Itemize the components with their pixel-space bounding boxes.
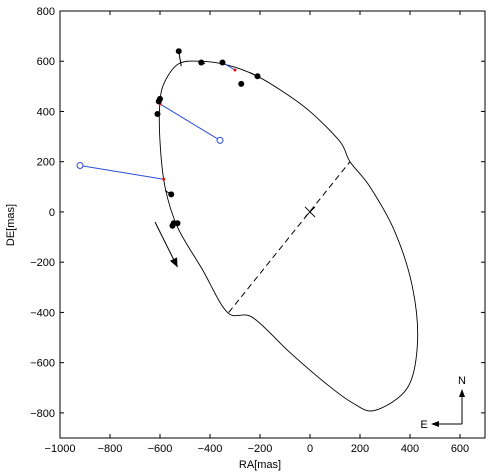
compass-east-label: E — [420, 419, 427, 431]
y-tick-label: −600 — [30, 358, 55, 370]
observation-point — [168, 191, 175, 198]
nodes-dashed-line — [228, 161, 351, 313]
line-of-nodes — [228, 161, 351, 313]
observation-point — [155, 98, 162, 105]
x-axis-label: RA[mas] — [239, 459, 281, 471]
x-tick-label: 600 — [451, 443, 469, 455]
observation-point — [154, 110, 161, 117]
x-tick-label: 0 — [307, 443, 313, 455]
plot-frame — [59, 10, 486, 439]
open-observation-point — [216, 136, 224, 144]
residual-line-blue — [79, 164, 164, 180]
x-tick-label: 400 — [401, 443, 419, 455]
observation-point — [219, 59, 226, 66]
orbit-curve — [158, 60, 419, 412]
y-tick-label: 200 — [37, 157, 55, 169]
x-tick-label: −1000 — [45, 443, 76, 455]
compass-north-label: N — [458, 375, 466, 387]
compass: N E — [420, 375, 466, 431]
compass-east-arrowhead-icon — [431, 421, 439, 427]
observation-points — [76, 48, 261, 229]
orbit-position-marker — [162, 177, 166, 181]
y-tick-label: 800 — [37, 6, 55, 18]
observation-point — [175, 48, 182, 55]
x-tick-label: −800 — [98, 443, 123, 455]
residual-line-blue — [159, 103, 221, 141]
x-tick-label: −200 — [248, 443, 273, 455]
x-tick-label: −600 — [148, 443, 173, 455]
orbit-position-marker — [233, 68, 237, 72]
plot-border — [59, 10, 486, 439]
motion-arrowhead-icon — [169, 257, 178, 268]
observation-point — [254, 73, 261, 80]
y-tick-label: −400 — [30, 307, 55, 319]
observation-point — [174, 220, 181, 227]
compass-north-arrowhead-icon — [459, 389, 465, 397]
y-axis-ticks: −800 −600 −400 −200 0 200 400 600 800 — [30, 6, 485, 420]
y-tick-label: 0 — [49, 207, 55, 219]
observation-point — [238, 80, 245, 87]
x-tick-label: 200 — [351, 443, 369, 455]
y-tick-label: −800 — [30, 408, 55, 420]
center-cross-icon — [304, 206, 316, 218]
residual-lines — [79, 51, 258, 195]
y-tick-label: −200 — [30, 257, 55, 269]
motion-arrow — [154, 221, 178, 268]
open-observation-point — [76, 161, 84, 169]
x-axis-ticks: −1000 −800 −600 −400 −200 0 200 400 600 — [45, 11, 469, 455]
x-tick-label: −400 — [198, 443, 223, 455]
y-tick-label: 600 — [37, 56, 55, 68]
y-axis-label: DE[mas] — [5, 204, 17, 246]
observation-point — [198, 59, 205, 66]
y-tick-label: 400 — [37, 106, 55, 118]
orbit-ellipse — [158, 60, 419, 412]
